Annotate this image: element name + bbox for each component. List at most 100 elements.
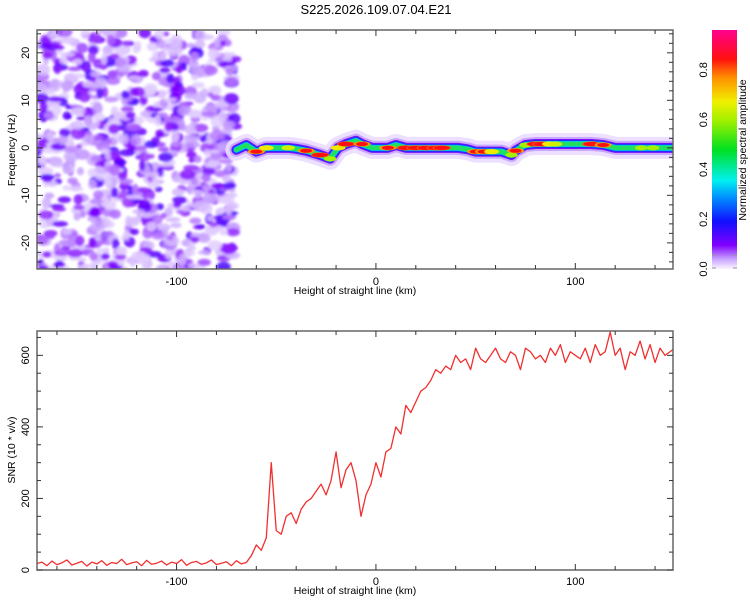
ridge-peak — [646, 145, 660, 151]
noise-blob — [222, 56, 233, 62]
noise-blob — [61, 80, 74, 91]
noise-blob — [160, 212, 167, 219]
noise-blob — [164, 121, 173, 132]
noise-blob — [190, 236, 200, 243]
noise-blob — [197, 233, 211, 244]
noise-blob — [164, 247, 173, 260]
bottom-ytick-label: 400 — [20, 418, 32, 436]
noise-blob — [109, 53, 120, 60]
snr-ticks — [37, 331, 673, 571]
colorbar-tick-label: 0.2 — [698, 212, 710, 227]
noise-blob — [218, 207, 227, 214]
noise-blob — [76, 42, 88, 54]
noise-blob — [158, 162, 175, 167]
noise-blob — [39, 174, 55, 180]
ridge-peak — [634, 145, 648, 151]
noise-blob — [207, 240, 223, 251]
noise-blob — [214, 100, 229, 109]
noise-blob — [206, 215, 216, 222]
noise-blob — [57, 196, 72, 204]
noise-blob — [37, 235, 48, 246]
noise-blob — [125, 111, 136, 119]
noise-blob — [87, 215, 102, 223]
noise-blob — [50, 162, 66, 168]
noise-blob — [131, 250, 146, 260]
noise-blob — [128, 75, 141, 81]
noise-blob — [130, 134, 142, 146]
noise-blob — [37, 92, 49, 104]
noise-region — [37, 30, 243, 269]
noise-blob — [68, 186, 84, 192]
noise-blob — [131, 87, 146, 97]
noise-blob — [160, 59, 175, 67]
noise-blob — [179, 169, 196, 180]
noise-blob — [38, 166, 54, 177]
noise-blob — [90, 220, 106, 232]
noise-blob — [74, 149, 90, 160]
noise-blob — [216, 196, 232, 204]
noise-blob — [102, 208, 116, 217]
snr-plot — [37, 331, 673, 567]
noise-blob — [155, 39, 166, 49]
noise-blob — [96, 248, 109, 253]
noise-blob — [194, 189, 202, 199]
noise-blob — [39, 101, 48, 113]
noise-blob — [203, 149, 211, 157]
noise-blob — [189, 217, 202, 225]
noise-blob — [104, 96, 119, 103]
noise-blob — [200, 110, 215, 117]
noise-blob — [64, 145, 79, 153]
noise-blob — [151, 231, 166, 240]
noise-blob — [138, 30, 151, 39]
noise-blob — [149, 57, 158, 63]
noise-blob — [45, 131, 54, 142]
noise-blob — [37, 41, 42, 47]
noise-blob — [172, 196, 187, 205]
noise-blob — [41, 149, 56, 154]
ridge-peak — [258, 145, 274, 151]
top-ytick-label: -10 — [20, 187, 32, 203]
ridge-peak-core — [509, 148, 522, 153]
noise-blob — [122, 197, 134, 208]
noise-blob — [67, 177, 78, 185]
top-ytick-label: -20 — [20, 235, 32, 251]
top-xtick-label: 100 — [566, 276, 584, 288]
top-xaxis-label: Height of straight line (km) — [294, 285, 417, 297]
noise-blob — [111, 238, 120, 250]
noise-blob — [203, 65, 218, 76]
noise-blob — [87, 168, 97, 178]
noise-blob — [38, 210, 54, 220]
top-xtick-label: 0 — [373, 276, 379, 288]
noise-blob — [78, 92, 91, 103]
noise-blob — [62, 228, 73, 236]
noise-blob — [73, 194, 83, 205]
noise-blob — [118, 133, 129, 145]
noise-blob — [108, 123, 120, 134]
noise-blob — [66, 235, 77, 248]
noise-blob — [54, 173, 61, 178]
noise-blob — [82, 81, 95, 88]
noise-blob — [134, 40, 142, 52]
noise-blob — [109, 164, 120, 176]
noise-blob — [209, 149, 220, 154]
noise-blob — [191, 82, 205, 89]
noise-blob — [219, 228, 229, 236]
noise-blob — [37, 64, 51, 76]
noise-blob — [73, 73, 86, 79]
noise-blob — [223, 181, 236, 190]
noise-blob — [127, 185, 134, 197]
noise-blob — [123, 229, 131, 241]
noise-blob — [193, 200, 209, 212]
noise-blob — [70, 127, 86, 140]
noise-blob — [56, 30, 73, 38]
noise-blob — [90, 154, 102, 163]
noise-blob — [159, 51, 167, 61]
noise-blob — [163, 97, 177, 103]
ridge-peak-core — [250, 149, 263, 154]
noise-blob — [43, 112, 54, 119]
noise-blob — [89, 208, 101, 218]
noise-blob — [57, 135, 68, 146]
noise-blob — [154, 114, 162, 127]
noise-blob — [146, 221, 157, 232]
